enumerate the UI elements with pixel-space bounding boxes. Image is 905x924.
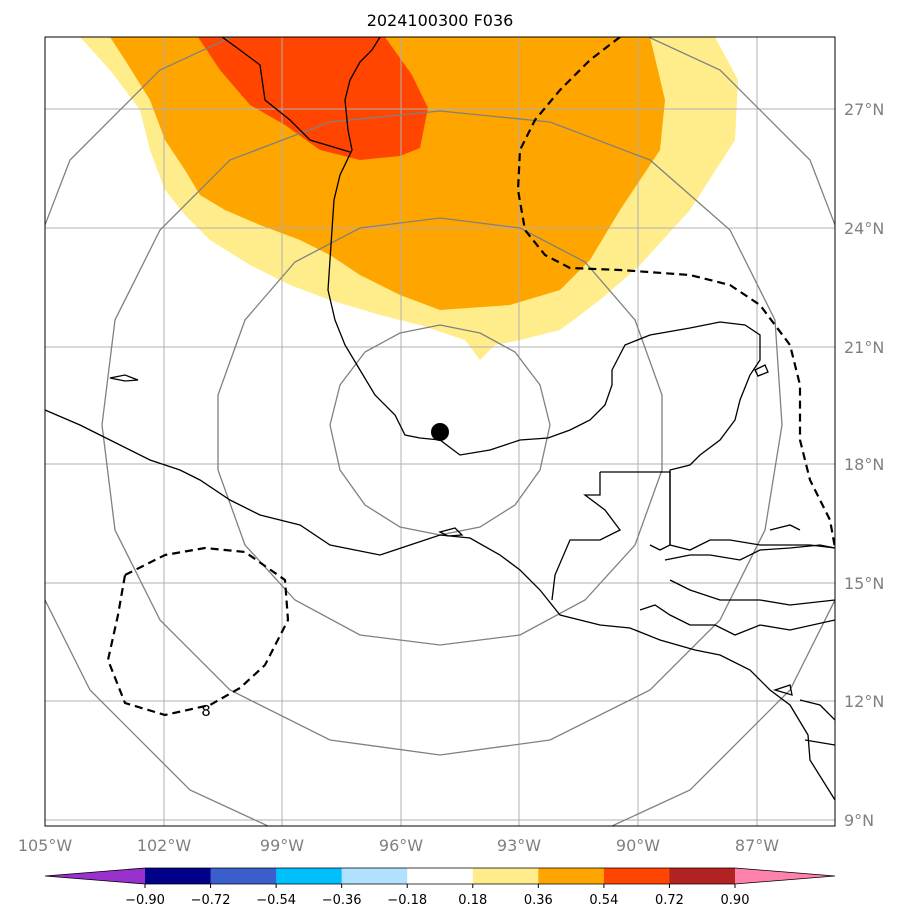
contour-label: 8 bbox=[201, 702, 211, 720]
colorbar-segment bbox=[603, 868, 670, 884]
colorbar-segment bbox=[341, 868, 408, 884]
lat-label: 9°N bbox=[844, 811, 874, 830]
latitude-labels: 27°N 24°N 21°N 18°N 15°N 12°N 9°N bbox=[844, 100, 884, 830]
lon-label: 105°W bbox=[18, 836, 73, 855]
colorbar-segment bbox=[472, 868, 539, 884]
shading-0.54-0.72 bbox=[198, 37, 428, 160]
lon-label: 102°W bbox=[137, 836, 192, 855]
colorbar-tick-label: 0.36 bbox=[524, 893, 553, 908]
lat-label: 27°N bbox=[844, 100, 884, 119]
map-frame bbox=[44, 36, 836, 827]
lon-label: 96°W bbox=[379, 836, 423, 855]
colorbar-tick-label: −0.36 bbox=[322, 893, 362, 908]
graticule bbox=[45, 37, 835, 826]
colorbar-segment bbox=[145, 868, 212, 884]
colorbar-tick-label: −0.90 bbox=[125, 893, 165, 908]
lat-label: 24°N bbox=[844, 219, 884, 238]
map-title: 2024100300 F036 bbox=[367, 11, 514, 30]
lat-label: 12°N bbox=[844, 692, 884, 711]
lat-label: 21°N bbox=[844, 338, 884, 357]
lon-label: 99°W bbox=[260, 836, 304, 855]
map-area: 8 bbox=[45, 37, 835, 826]
colorbar: −0.90 −0.72 −0.54 −0.36 −0.18 0.18 0.36 0.54 0.7… bbox=[44, 867, 836, 908]
shading-0.36-0.54 bbox=[110, 37, 665, 310]
colorbar-segment bbox=[276, 868, 343, 884]
coastlines bbox=[45, 37, 835, 801]
colorbar-segment bbox=[407, 868, 474, 884]
lon-label: 90°W bbox=[616, 836, 660, 855]
colorbar-tick-label: 0.54 bbox=[589, 893, 618, 908]
storm-center-marker bbox=[431, 423, 449, 441]
lat-label: 18°N bbox=[844, 455, 884, 474]
colorbar-tick-label: −0.72 bbox=[191, 893, 231, 908]
colorbar-tick-label: 0.90 bbox=[721, 893, 750, 908]
colorbar-tick-label: 0.18 bbox=[458, 893, 487, 908]
colorbar-segment bbox=[210, 868, 277, 884]
lat-label: 15°N bbox=[844, 574, 884, 593]
colorbar-tick-label: −0.54 bbox=[256, 893, 296, 908]
colorbar-extend-low bbox=[45, 868, 145, 884]
colorbar-extend-high bbox=[735, 868, 835, 884]
colorbar-segment bbox=[669, 868, 736, 884]
longitude-labels: 105°W 102°W 99°W 96°W 93°W 90°W 87°W bbox=[18, 836, 779, 855]
lon-label: 87°W bbox=[735, 836, 779, 855]
dashed-contours bbox=[106, 37, 835, 717]
colorbar-tick-label: −0.18 bbox=[387, 893, 427, 908]
lon-label: 93°W bbox=[497, 836, 541, 855]
colorbar-segment bbox=[538, 868, 605, 884]
colorbar-tick-label: 0.72 bbox=[655, 893, 684, 908]
